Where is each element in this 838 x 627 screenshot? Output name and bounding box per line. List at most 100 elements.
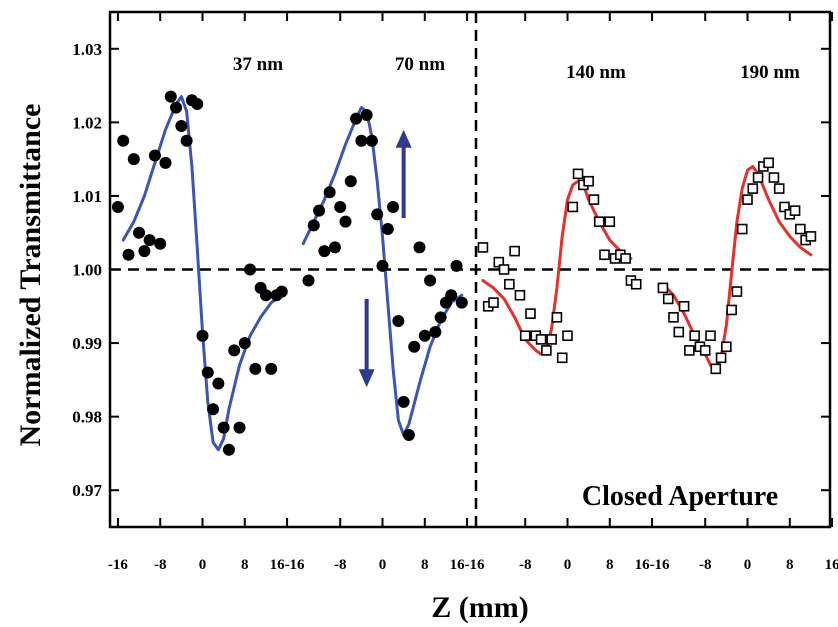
data-point: [477, 242, 489, 253]
data-point: [620, 253, 631, 264]
data-point: [773, 183, 785, 194]
data-point: [424, 274, 437, 287]
x-tick-label: 8: [241, 557, 249, 573]
fit-curve: [121, 95, 284, 452]
data-point: [175, 120, 188, 133]
data-point: [265, 362, 278, 375]
x-tick-label: 8: [421, 557, 429, 573]
fit-curve: [661, 165, 813, 371]
data-point: [418, 329, 431, 342]
data-point: [238, 337, 251, 350]
data-point: [699, 345, 711, 356]
data-point: [344, 175, 357, 188]
data-point: [249, 362, 262, 375]
data-point: [567, 201, 579, 213]
data-point: [328, 241, 341, 254]
data-point: [164, 90, 177, 103]
data-point: [148, 149, 161, 162]
data-point: [498, 264, 510, 275]
data-point: [509, 245, 520, 257]
x-tick-label: -16: [108, 557, 128, 573]
data-point: [275, 285, 288, 298]
data-point: [546, 334, 557, 345]
data-point: [710, 363, 722, 375]
data-point: [535, 334, 547, 345]
data-point: [302, 274, 315, 287]
data-point: [630, 278, 642, 290]
data-point: [795, 223, 806, 235]
data-point: [488, 297, 499, 308]
data-point: [662, 293, 674, 305]
x-tick-label: 16-16: [450, 557, 485, 573]
data-point: [397, 395, 410, 408]
data-point: [127, 153, 140, 166]
panel-label: 37 nm: [233, 54, 283, 75]
data-point: [657, 282, 669, 294]
data-point: [376, 259, 389, 272]
data-point: [387, 200, 400, 213]
data-point: [519, 330, 531, 342]
x-tick-label: 16-16: [635, 557, 670, 573]
data-point: [201, 366, 214, 379]
data-point: [365, 134, 378, 147]
x-tick-label: 16: [825, 557, 838, 573]
arrows: [358, 129, 412, 388]
arrow-up-icon: [395, 129, 412, 148]
y-tick-label: 1.00: [72, 261, 102, 280]
x-tick-label: 8: [606, 557, 614, 573]
data-point: [721, 341, 732, 353]
data-point: [556, 352, 568, 364]
x-tick-label: 0: [564, 557, 572, 573]
data-point: [217, 421, 230, 434]
data-point: [768, 172, 780, 183]
data-point: [196, 329, 209, 342]
x-axis-label: Z (mm): [431, 591, 528, 624]
closed-aperture-annotation: Closed Aperture: [582, 481, 778, 512]
data-point: [154, 237, 167, 250]
data-point: [705, 330, 716, 342]
data-point: [170, 101, 183, 114]
x-tick-label: -8: [699, 557, 712, 573]
data-point: [455, 296, 468, 309]
data-point: [736, 223, 748, 235]
data-point: [381, 223, 394, 236]
data-point: [583, 175, 594, 187]
data-point: [117, 134, 130, 147]
data-point: [604, 216, 616, 227]
data-point: [323, 186, 336, 199]
y-tick-label: 0.97: [72, 481, 102, 500]
text-labels: Normalized Transmittance Z (mm) Closed A…: [14, 54, 800, 624]
data-point: [307, 219, 320, 232]
data-point: [318, 245, 331, 258]
arrow-down-icon: [358, 369, 375, 388]
data-point: [434, 311, 447, 324]
data-point: [673, 326, 685, 338]
fit-curves: [121, 95, 813, 452]
x-tick-label: -8: [154, 557, 167, 573]
data-point: [111, 200, 124, 213]
x-tick-label: 16-16: [270, 557, 305, 573]
x-tick-label: -8: [334, 557, 347, 573]
x-tick-label: -8: [519, 557, 532, 573]
data-point: [742, 194, 753, 205]
data-point: [339, 215, 352, 228]
data-point: [138, 245, 151, 258]
data-point: [259, 289, 272, 302]
x-tick-label: 8: [786, 557, 794, 573]
data-point: [429, 326, 442, 339]
data-point: [133, 226, 146, 239]
data-point: [360, 109, 373, 121]
data-point: [805, 231, 817, 242]
data-point: [143, 234, 156, 247]
data-point: [715, 352, 727, 364]
y-tick-label: 1.03: [72, 40, 102, 59]
x-tick-label: 0: [744, 557, 752, 573]
data-point: [504, 278, 515, 290]
data-point: [222, 443, 235, 456]
data-point: [726, 304, 737, 316]
data-point: [763, 157, 774, 169]
x-tick-label: 0: [199, 557, 207, 573]
data-point: [180, 134, 193, 147]
data-point: [572, 168, 584, 180]
